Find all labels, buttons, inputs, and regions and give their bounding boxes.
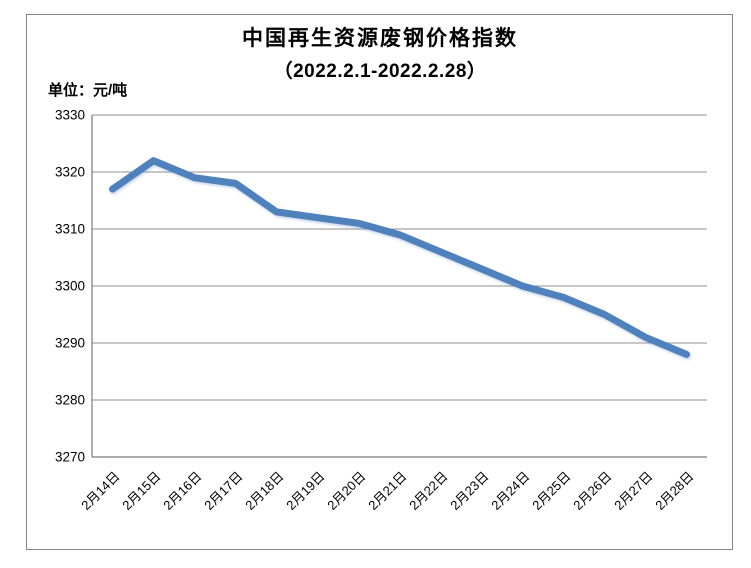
price-line	[109, 157, 690, 358]
unit-label: 单位：元/吨	[48, 82, 128, 99]
x-tick-label: 2月16日	[160, 469, 204, 513]
y-tick-label: 3300	[55, 279, 85, 294]
y-tick-label: 3330	[55, 108, 85, 123]
x-tick-label: 2月26日	[570, 469, 614, 513]
gridlines	[92, 114, 707, 458]
chart-title: 中国再生资源废钢价格指数	[242, 27, 518, 50]
x-tick-label: 2月24日	[488, 469, 532, 513]
x-tick-label: 2月25日	[529, 469, 573, 513]
y-tick-label: 3280	[55, 393, 85, 408]
x-tick-label: 2月22日	[406, 469, 450, 513]
x-axis-labels: 2月14日2月15日2月16日2月17日2月18日2月19日2月20日2月21日…	[78, 469, 696, 513]
x-tick-label: 2月28日	[652, 469, 696, 513]
y-axis-labels: 3270 3280 3290 3300 3310 3320 3330	[55, 108, 85, 465]
y-tick-label: 3290	[55, 336, 85, 351]
y-tick-label: 3270	[55, 450, 85, 465]
axes	[91, 115, 707, 458]
x-tick-label: 2月27日	[611, 469, 655, 513]
x-tick-label: 2月18日	[242, 469, 286, 513]
x-tick-label: 2月21日	[365, 469, 409, 513]
x-tick-label: 2月14日	[78, 469, 122, 513]
y-tick-label: 3310	[55, 222, 85, 237]
x-tick-label: 2月19日	[283, 469, 327, 513]
x-tick-label: 2月23日	[447, 469, 491, 513]
x-tick-label: 2月17日	[201, 469, 245, 513]
chart-frame	[26, 14, 733, 550]
x-tick-label: 2月15日	[119, 469, 163, 513]
chart-subtitle: （2022.2.1-2022.2.28）	[273, 61, 487, 82]
x-tick-label: 2月20日	[324, 469, 368, 513]
y-tick-label: 3320	[55, 165, 85, 180]
price-index-series	[109, 157, 690, 358]
